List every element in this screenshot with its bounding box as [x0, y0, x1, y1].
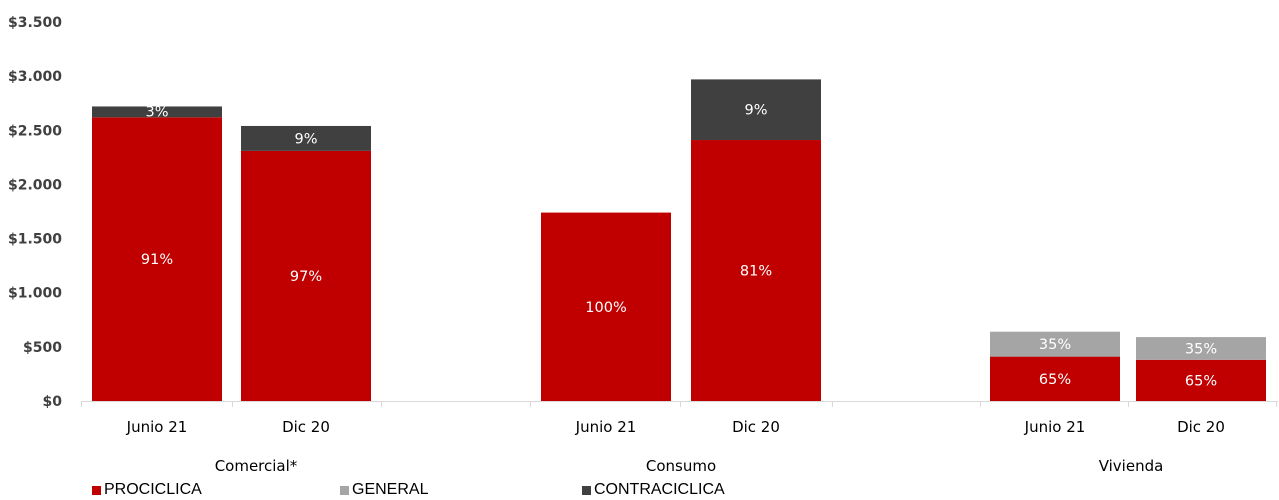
bar-segment-contraciclica	[241, 125, 371, 151]
data-label: 65%	[1185, 373, 1217, 389]
y-tick-label: $2.000	[8, 177, 62, 193]
data-label: 35%	[1185, 341, 1217, 357]
group-label: Consumo	[646, 457, 716, 475]
y-tick-label: $1.500	[8, 232, 62, 248]
legend-label: PROCICLICA	[104, 481, 202, 498]
y-tick-label: $1.000	[8, 286, 62, 302]
data-label: 9%	[744, 103, 767, 119]
bar-segment-prociclica	[1136, 359, 1266, 401]
x-axis: Junio 21 Dic 20 Comercial* Junio 21 Dic 20 Co…	[81, 401, 1277, 475]
y-tick-label: $3.500	[8, 15, 62, 31]
legend-label: GENERAL	[352, 481, 429, 498]
bar-segment-prociclica	[691, 140, 821, 401]
data-label: 97%	[290, 269, 322, 285]
bar-segment-general	[1136, 337, 1266, 360]
x-tick-label: Junio 21	[1024, 418, 1086, 436]
x-tick-label: Dic 20	[732, 418, 780, 436]
data-label: 9%	[294, 131, 317, 147]
group-label: Vivienda	[1099, 457, 1164, 475]
legend-label: CONTRACICLICA	[594, 481, 725, 498]
bars: 91% 3% 97% 9% 100% 81% 9% 65% 35% 65% 35%	[92, 79, 1266, 401]
y-tick-label: $0	[43, 394, 63, 410]
legend-item-contraciclica: CONTRACICLICA	[582, 480, 782, 500]
bar-segment-prociclica	[92, 117, 222, 401]
y-tick-label: $3.000	[8, 69, 62, 85]
x-tick-label: Junio 21	[575, 418, 637, 436]
legend-swatch	[582, 485, 591, 495]
legend: PROCICLICA GENERAL CONTRACICLICA	[92, 480, 782, 500]
bar-segment-prociclica	[990, 356, 1120, 401]
data-label: 100%	[585, 300, 626, 316]
data-label: 91%	[141, 252, 173, 268]
x-tick-label: Junio 21	[126, 418, 188, 436]
x-tick-label: Dic 20	[1177, 418, 1225, 436]
legend-item-prociclica: PROCICLICA	[92, 480, 340, 500]
x-tick-label: Dic 20	[282, 418, 330, 436]
bar-segment-prociclica	[541, 212, 671, 401]
bar-segment-prociclica	[241, 150, 371, 401]
data-label: 65%	[1039, 372, 1071, 388]
legend-item-general: GENERAL	[340, 480, 582, 500]
y-tick-label: $2.500	[8, 123, 62, 139]
y-axis: $0 $500 $1.000 $1.500 $2.000 $2.500 $3.000 $3.5…	[8, 15, 62, 410]
group-label: Comercial*	[215, 457, 298, 475]
data-label: 3%	[145, 104, 168, 120]
bar-segment-contraciclica	[92, 106, 222, 118]
stacked-bar-chart: $0 $500 $1.000 $1.500 $2.000 $2.500 $3.000 $3.5…	[8, 15, 1278, 475]
data-label: 81%	[740, 264, 772, 280]
bar-segment-contraciclica	[691, 79, 821, 141]
data-label: 35%	[1039, 337, 1071, 353]
legend-swatch	[340, 485, 349, 495]
legend-swatch	[92, 485, 101, 495]
bar-segment-general	[990, 331, 1120, 357]
y-tick-label: $500	[23, 340, 62, 356]
